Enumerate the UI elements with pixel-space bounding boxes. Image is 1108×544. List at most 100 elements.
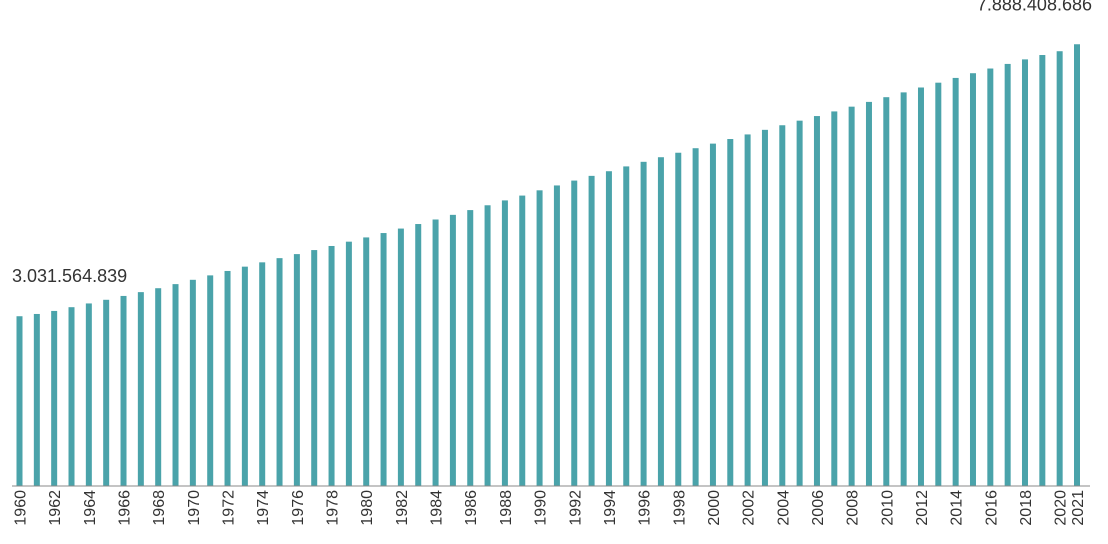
bar-1960: [16, 316, 23, 486]
x-tick-label-1972: 1972: [221, 490, 238, 526]
x-tick-label-2018: 2018: [1018, 490, 1035, 526]
bar-2008: [848, 106, 855, 486]
x-tick-label-2002: 2002: [741, 490, 758, 526]
bar-1986: [467, 210, 474, 486]
bar-2010: [883, 97, 890, 486]
x-tick-label-1962: 1962: [47, 490, 64, 526]
x-tick-label-2010: 2010: [879, 490, 896, 526]
bar-2005: [796, 120, 803, 486]
bar-2003: [761, 129, 768, 486]
data-labels-layer: 3.031.564.839 7.888.408.686: [12, 0, 1092, 286]
bar-1983: [415, 224, 422, 486]
x-tick-label-1974: 1974: [255, 490, 272, 526]
bar-2006: [813, 116, 820, 486]
x-tick-label-2016: 2016: [983, 490, 1000, 526]
bar-1999: [692, 148, 699, 486]
x-tick-label-2014: 2014: [949, 490, 966, 526]
x-tick-label-1966: 1966: [117, 490, 134, 526]
bar-2011: [900, 92, 907, 486]
bar-1974: [259, 262, 266, 486]
bar-2000: [709, 143, 716, 486]
bar-2016: [987, 68, 994, 487]
bar-1995: [623, 166, 630, 486]
x-tick-label-2020: 2020: [1053, 490, 1070, 526]
bar-1978: [328, 245, 335, 486]
bar-1965: [103, 299, 110, 486]
bar-2009: [865, 101, 872, 487]
bar-1966: [120, 295, 127, 486]
bar-1976: [293, 254, 300, 486]
bar-1991: [553, 185, 560, 486]
bar-1981: [380, 233, 387, 486]
x-tick-label-1990: 1990: [533, 490, 550, 526]
x-tick-label-2012: 2012: [914, 490, 931, 526]
bar-1996: [640, 161, 647, 486]
bar-1993: [588, 175, 595, 486]
bar-1998: [675, 152, 682, 487]
x-tick-label-1980: 1980: [359, 490, 376, 526]
bar-1967: [137, 292, 144, 486]
data-label-1960: 3.031.564.839: [12, 266, 127, 286]
bar-2018: [1021, 59, 1028, 486]
x-tick-label-2000: 2000: [706, 490, 723, 526]
x-tick-label-1970: 1970: [186, 490, 203, 526]
x-tick-label-1978: 1978: [325, 490, 342, 526]
x-tick-label-1992: 1992: [567, 490, 584, 526]
x-tick-label-2006: 2006: [810, 490, 827, 526]
bar-2020: [1056, 51, 1063, 486]
bar-1975: [276, 258, 283, 486]
bar-1963: [68, 307, 75, 486]
x-tick-label-2021: 2021: [1070, 490, 1087, 526]
bar-1988: [501, 200, 508, 486]
x-tick-label-1976: 1976: [290, 490, 307, 526]
bar-1989: [519, 195, 526, 486]
x-tick-label-2004: 2004: [775, 490, 792, 526]
x-tick-labels-layer: 1960 1962 1964 1966 1968 1970 1972 1974 1976 1978…: [13, 490, 1088, 526]
bar-1962: [51, 310, 58, 486]
bar-2014: [952, 77, 959, 487]
x-tick-label-1964: 1964: [82, 490, 99, 526]
x-tick-label-1984: 1984: [429, 490, 446, 526]
bars-layer: [16, 44, 1080, 487]
bar-1968: [155, 288, 162, 486]
bar-2017: [1004, 63, 1011, 487]
bar-1970: [189, 279, 196, 486]
x-tick-label-1982: 1982: [394, 490, 411, 526]
bar-1961: [33, 313, 40, 486]
bar-1992: [571, 180, 578, 486]
x-tick-label-1988: 1988: [498, 490, 515, 526]
x-tick-label-1998: 1998: [671, 490, 688, 526]
bar-1980: [363, 237, 370, 486]
x-tick-label-1994: 1994: [602, 490, 619, 526]
bar-2007: [831, 111, 838, 487]
data-label-2021: 7.888.408.686: [977, 0, 1092, 14]
bar-2015: [969, 73, 976, 486]
bar-1977: [311, 250, 318, 486]
x-tick-label-1960: 1960: [13, 490, 30, 526]
bar-1990: [536, 190, 543, 486]
bar-2013: [935, 82, 942, 486]
x-tick-label-1996: 1996: [637, 490, 654, 526]
x-tick-label-1986: 1986: [463, 490, 480, 526]
bar-1985: [449, 214, 456, 486]
bar-2021: [1074, 44, 1080, 486]
bar-1994: [605, 171, 612, 486]
bar-2004: [779, 125, 786, 486]
bar-1987: [484, 205, 491, 486]
bar-1969: [172, 284, 179, 486]
x-tick-label-2008: 2008: [845, 490, 862, 526]
bar-1982: [397, 228, 404, 486]
bar-2012: [917, 87, 924, 486]
bar-1971: [207, 275, 214, 486]
bar-2019: [1039, 55, 1046, 487]
bar-1973: [241, 266, 248, 486]
bar-1964: [85, 303, 92, 486]
x-tick-label-1968: 1968: [151, 490, 168, 526]
bar-1979: [345, 241, 352, 486]
bar-1984: [432, 219, 439, 486]
bar-1997: [657, 157, 664, 486]
bar-1972: [224, 270, 231, 486]
bar-2001: [727, 139, 734, 486]
